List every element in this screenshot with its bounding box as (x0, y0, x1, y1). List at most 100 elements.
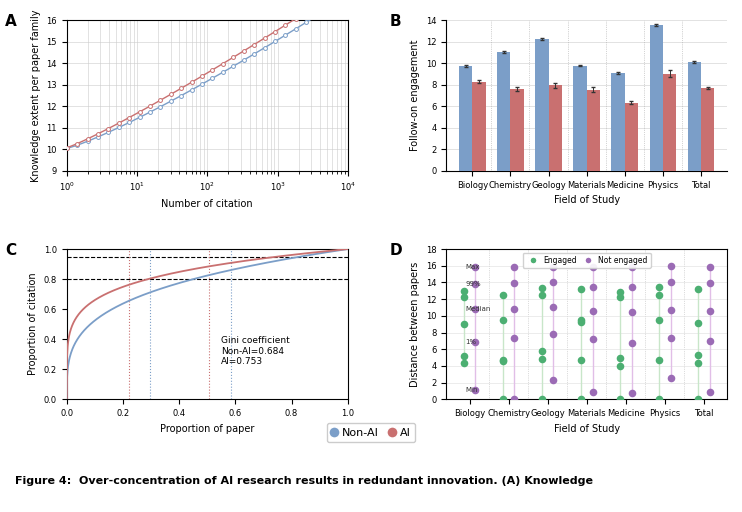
Point (587, 283, 599, 291)
Point (548, 304, 559, 312)
Point (626, 339, 637, 348)
Point (536, 347, 548, 355)
Point (470, 386, 482, 394)
Text: Max: Max (466, 264, 480, 270)
Text: D: D (390, 243, 403, 258)
Point (497, 357, 509, 365)
X-axis label: Proportion of paper: Proportion of paper (160, 423, 255, 434)
Y-axis label: Follow-on engagement: Follow-on engagement (410, 40, 421, 152)
Y-axis label: Proportion of citation: Proportion of citation (28, 273, 39, 375)
Bar (649, 25, 663, 171)
Legend: Non-AI, AI: Non-AI, AI (327, 423, 415, 442)
Point (614, 293, 626, 302)
Point (626, 389, 637, 397)
Bar (587, 90, 600, 171)
Point (614, 353, 626, 361)
Text: Min: Min (466, 387, 478, 393)
Point (692, 359, 704, 368)
Point (653, 395, 665, 403)
Point (458, 293, 470, 302)
Point (458, 320, 470, 328)
Point (497, 395, 509, 403)
Point (626, 263, 637, 271)
Point (470, 280, 482, 288)
Point (575, 317, 587, 326)
Bar (459, 66, 472, 171)
Point (548, 263, 559, 271)
Point (692, 285, 704, 293)
Point (536, 355, 548, 364)
Point (665, 374, 677, 382)
Legend: Engaged, Not engaged: Engaged, Not engaged (522, 253, 651, 268)
Point (703, 388, 715, 396)
Point (470, 305, 482, 313)
Point (614, 288, 626, 296)
X-axis label: Number of citation: Number of citation (162, 199, 253, 208)
Text: Median: Median (466, 306, 491, 312)
Bar (548, 86, 562, 171)
Bar (574, 66, 587, 171)
Point (626, 308, 637, 316)
Point (458, 359, 470, 368)
Point (626, 283, 637, 291)
Text: 1%: 1% (466, 339, 477, 345)
Point (536, 395, 548, 403)
Point (470, 337, 482, 346)
Point (548, 376, 559, 384)
Bar (535, 39, 548, 171)
Point (575, 356, 587, 364)
Point (497, 291, 509, 299)
Point (458, 352, 470, 360)
Bar (625, 102, 638, 171)
Text: Gini coefficient
Non-AI=0.684
AI=0.753: Gini coefficient Non-AI=0.684 AI=0.753 (221, 336, 290, 366)
Point (470, 263, 482, 271)
Point (703, 307, 715, 315)
Point (692, 351, 704, 359)
Point (692, 318, 704, 327)
Point (587, 388, 599, 396)
Text: A: A (5, 14, 17, 30)
Point (653, 283, 665, 291)
Point (508, 263, 520, 271)
Point (692, 395, 704, 403)
Point (575, 285, 587, 293)
Point (508, 279, 520, 287)
Y-axis label: Distance between papers: Distance between papers (410, 262, 420, 387)
Point (575, 316, 587, 324)
Point (587, 307, 599, 315)
Point (665, 306, 677, 314)
Point (497, 316, 509, 324)
Text: 99%: 99% (466, 281, 482, 287)
Text: C: C (5, 243, 16, 258)
Point (508, 394, 520, 402)
Point (536, 284, 548, 292)
Point (536, 291, 548, 299)
Point (703, 263, 715, 271)
Point (665, 279, 677, 287)
Point (653, 356, 665, 364)
Point (575, 395, 587, 403)
Bar (472, 82, 485, 171)
Point (587, 263, 599, 271)
Bar (497, 52, 510, 171)
Text: Figure 4:  Over-concentration of AI research results in redundant innovation. (A: Figure 4: Over-concentration of AI resea… (15, 476, 593, 486)
Bar (510, 89, 524, 171)
Point (458, 287, 470, 295)
Point (548, 330, 559, 338)
Point (614, 362, 626, 370)
Point (497, 356, 509, 364)
Bar (688, 62, 701, 171)
Y-axis label: Knowledge extent per paper family: Knowledge extent per paper family (31, 9, 41, 182)
Bar (611, 73, 625, 171)
Point (614, 395, 626, 403)
Point (665, 334, 677, 343)
X-axis label: Field of Study: Field of Study (554, 423, 620, 434)
Point (508, 305, 520, 313)
Point (665, 262, 677, 270)
Point (587, 335, 599, 344)
Point (653, 291, 665, 299)
Point (508, 333, 520, 342)
Bar (663, 74, 676, 171)
Point (548, 279, 559, 287)
Bar (701, 88, 715, 171)
